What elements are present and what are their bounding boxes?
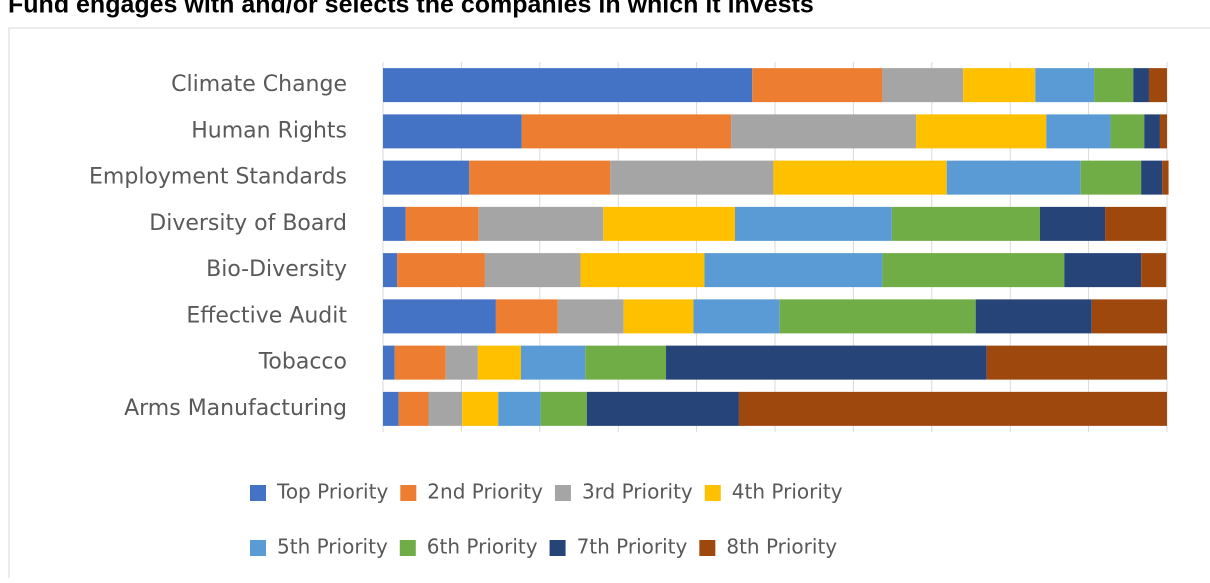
bar-segment — [1159, 114, 1167, 149]
bar-segment — [383, 345, 395, 380]
bar-segment — [610, 160, 774, 195]
legend-label: 4th Priority — [732, 480, 843, 504]
bar-segment — [477, 345, 521, 380]
bar-segment — [1105, 206, 1167, 241]
bar-segment — [1162, 160, 1169, 195]
bar-segment — [498, 391, 541, 426]
bar-segment — [520, 345, 586, 380]
y-tick-label: Arms Manufacturing — [124, 396, 347, 421]
bar-segment — [1046, 114, 1111, 149]
legend-label: 3rd Priority — [582, 480, 693, 504]
bar-segment — [383, 206, 406, 241]
bar-segment — [521, 114, 732, 149]
y-tick-label: Effective Audit — [186, 303, 347, 328]
y-tick-label: Bio-Diversity — [206, 257, 347, 282]
legend-label: 6th Priority — [427, 535, 538, 559]
legend-label: 8th Priority — [726, 535, 837, 559]
bar-segment — [779, 299, 976, 334]
bar-segment — [1091, 299, 1167, 334]
bar-segment — [975, 299, 1092, 334]
bar-segment — [383, 160, 470, 195]
y-tick-label: Employment Standards — [89, 165, 347, 190]
bar-segment — [946, 160, 1081, 195]
bar-segment — [666, 345, 987, 380]
bar-segment — [752, 68, 883, 103]
y-tick-label: Tobacco — [258, 350, 347, 375]
legend-label: 5th Priority — [277, 535, 388, 559]
bar-segment — [623, 299, 694, 334]
bar-segment — [1064, 253, 1142, 288]
bar-segment — [603, 206, 736, 241]
legend-swatch — [549, 540, 566, 556]
bar-segment — [586, 391, 739, 426]
bar-segment — [383, 114, 522, 149]
bar-segment — [445, 345, 478, 380]
legend-label: 2nd Priority — [427, 480, 543, 504]
chart-frame — [8, 27, 1210, 583]
bar-segment — [1133, 68, 1149, 103]
bar-segment — [738, 391, 1167, 426]
legend-swatch — [554, 485, 571, 501]
legend-swatch — [704, 485, 721, 501]
bar-segment — [580, 253, 705, 288]
bar-segment — [882, 253, 1065, 288]
y-tick-label: Human Rights — [191, 118, 347, 143]
bar-segment — [1148, 68, 1167, 103]
bar-segment — [735, 206, 892, 241]
legend-label: 7th Priority — [577, 535, 688, 559]
bar-segment — [1144, 114, 1160, 149]
legend-label: Top Priority — [276, 480, 388, 504]
bar-segment — [405, 206, 479, 241]
bar-segment — [693, 299, 780, 334]
bar-segment — [1080, 160, 1142, 195]
bar-segment — [1035, 68, 1095, 103]
y-tick-label: Diversity of Board — [149, 211, 347, 236]
bar-segment — [462, 391, 499, 426]
bar-segment — [585, 345, 667, 380]
bar-segment — [397, 253, 485, 288]
bar-segment — [1141, 253, 1167, 288]
bar-segment — [1094, 68, 1134, 103]
legend-swatch — [250, 540, 266, 556]
bar-segment — [891, 206, 1040, 241]
bar-segment — [394, 345, 446, 380]
bar-segment — [495, 299, 558, 334]
bar-segment — [557, 299, 624, 334]
bar-segment — [986, 345, 1167, 380]
bar-segment — [540, 391, 587, 426]
bar-segment — [383, 391, 399, 426]
bar-segment — [398, 391, 429, 426]
bar-segment — [916, 114, 1047, 149]
bar-segment — [704, 253, 883, 288]
bar-segment — [484, 253, 581, 288]
bar-segment — [1110, 114, 1145, 149]
bar-segment — [469, 160, 611, 195]
bar-segment — [1039, 206, 1106, 241]
bar-segment — [963, 68, 1036, 103]
legend-swatch — [400, 485, 417, 501]
bar-segment — [478, 206, 604, 241]
bar-segment — [383, 299, 496, 334]
legend-swatch — [250, 485, 266, 501]
bar-segment — [428, 391, 463, 426]
bar-segment — [773, 160, 947, 195]
bar-segment — [882, 68, 964, 103]
legend-swatch — [699, 540, 716, 556]
y-tick-label: Climate Change — [171, 72, 347, 97]
chart-title: Fund engages with and/or selects the com… — [8, 0, 814, 19]
bar-segment — [1141, 160, 1163, 195]
legend-swatch — [399, 540, 416, 556]
bar-segment — [383, 253, 398, 288]
bar-segment — [731, 114, 917, 149]
bar-segment — [383, 68, 753, 103]
